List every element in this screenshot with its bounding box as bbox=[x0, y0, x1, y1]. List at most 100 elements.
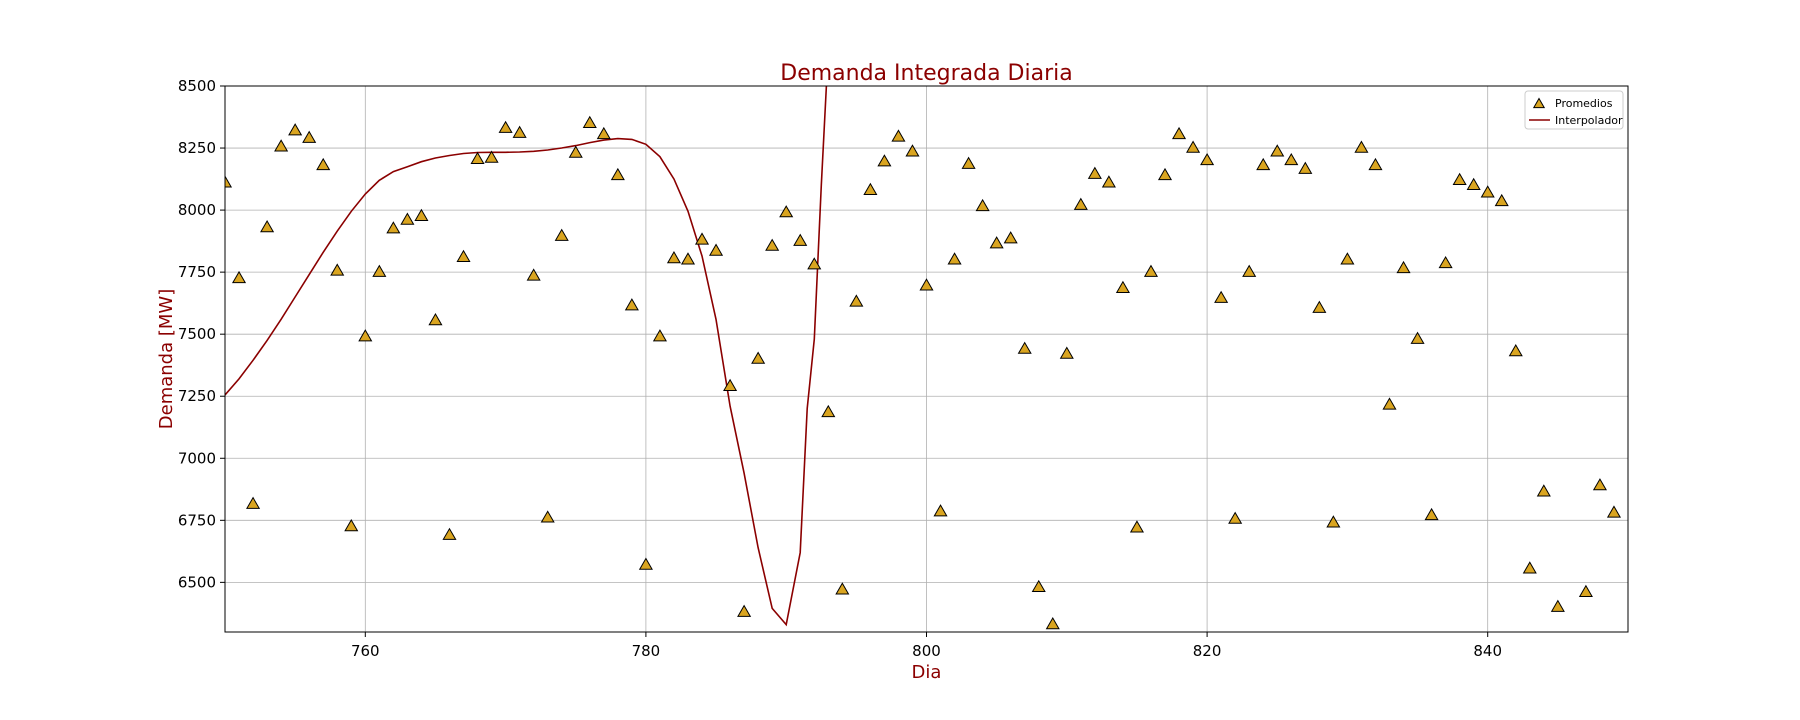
promedios-point bbox=[316, 157, 331, 171]
promedios-point bbox=[330, 263, 345, 276]
promedios-point bbox=[231, 270, 247, 284]
promedios-point bbox=[989, 236, 1004, 249]
promedios-point bbox=[400, 212, 415, 225]
promedios-point bbox=[1522, 561, 1537, 574]
promedios-point bbox=[933, 504, 948, 517]
promedios-point bbox=[1298, 161, 1313, 174]
promedios-point bbox=[1452, 172, 1467, 186]
promedios-point bbox=[288, 123, 303, 136]
promedios-point bbox=[302, 130, 317, 143]
promedios-point bbox=[1200, 152, 1215, 166]
legend-marker-promedios bbox=[1532, 97, 1546, 109]
y-axis-label: Demanda [MW] bbox=[156, 289, 177, 429]
promedios-point bbox=[863, 182, 878, 195]
series-interpolador bbox=[225, 86, 828, 627]
promedios-point bbox=[582, 115, 597, 128]
promedios-point bbox=[877, 154, 892, 167]
promedios-point bbox=[1228, 511, 1243, 524]
promedios-point bbox=[1340, 252, 1355, 265]
promedios-point bbox=[807, 257, 822, 270]
promedios-point bbox=[835, 582, 850, 595]
promedios-point bbox=[709, 243, 724, 256]
promedios-point bbox=[428, 313, 443, 326]
promedios-point bbox=[1003, 231, 1018, 244]
promedios-point bbox=[1284, 152, 1299, 166]
legend: Promedios Interpolador bbox=[1524, 90, 1624, 130]
promedios-point bbox=[1143, 264, 1159, 277]
promedios-point bbox=[1312, 300, 1327, 313]
interpolador-line bbox=[225, 86, 828, 627]
promedios-point bbox=[1578, 584, 1593, 598]
promedios-point bbox=[1410, 331, 1425, 344]
promedios-point bbox=[666, 250, 681, 264]
series-promedios bbox=[225, 115, 1622, 630]
promedios-point bbox=[821, 404, 836, 418]
promedios-point bbox=[1186, 140, 1201, 153]
promedios-point bbox=[1466, 177, 1481, 190]
promedios-point bbox=[274, 139, 289, 152]
promedios-point bbox=[1045, 617, 1060, 630]
y-axis: 6500 6750 7000 7250 7500 7750 8000 8250 8500 bbox=[178, 77, 225, 591]
legend-label-promedios: Promedios bbox=[1555, 97, 1613, 110]
promedios-point bbox=[1270, 144, 1285, 157]
y-tick-label: 6500 bbox=[178, 573, 216, 591]
promedios-point bbox=[723, 378, 738, 392]
promedios-point bbox=[1073, 197, 1088, 210]
y-tick-label: 8000 bbox=[178, 201, 216, 219]
promedios-point bbox=[779, 205, 794, 218]
x-tick-label: 780 bbox=[632, 642, 661, 660]
y-tick-label: 7000 bbox=[178, 449, 216, 467]
promedios-point bbox=[568, 145, 583, 158]
promedios-point bbox=[1326, 515, 1341, 528]
promedios-point bbox=[1129, 520, 1144, 533]
promedios-point bbox=[694, 232, 710, 245]
y-tick-label: 7500 bbox=[178, 325, 216, 343]
promedios-point bbox=[260, 219, 275, 233]
promedios-point bbox=[680, 252, 696, 265]
promedios-point bbox=[1438, 255, 1453, 269]
promedios-point bbox=[765, 238, 780, 251]
y-tick-label: 6750 bbox=[178, 511, 216, 529]
promedios-point bbox=[1382, 397, 1397, 410]
promedios-point bbox=[386, 221, 401, 234]
promedios-point bbox=[1592, 478, 1607, 491]
y-tick-label: 8500 bbox=[178, 77, 216, 95]
promedios-point bbox=[358, 329, 373, 342]
promedios-point bbox=[1017, 341, 1032, 354]
promedios-point bbox=[638, 557, 653, 570]
promedios-point bbox=[975, 198, 990, 212]
promedios-point bbox=[1550, 599, 1565, 612]
promedios-point bbox=[540, 510, 555, 523]
promedios-point bbox=[484, 150, 499, 163]
promedios-point bbox=[1101, 175, 1116, 188]
promedios-point bbox=[225, 175, 233, 188]
promedios-point bbox=[246, 496, 261, 509]
promedios-point bbox=[442, 527, 457, 540]
promedios-point bbox=[1606, 505, 1622, 518]
promedios-point bbox=[610, 167, 625, 181]
promedios-point bbox=[737, 604, 752, 617]
promedios-point bbox=[1115, 280, 1130, 293]
legend-label-interpolador: Interpolador bbox=[1555, 114, 1623, 127]
promedios-point bbox=[498, 120, 513, 133]
promedios-point bbox=[652, 329, 667, 342]
promedios-point bbox=[624, 298, 639, 311]
promedios-point bbox=[1536, 484, 1551, 497]
promedios-point bbox=[344, 519, 359, 532]
promedios-point bbox=[1031, 579, 1046, 593]
promedios-point bbox=[1396, 260, 1411, 274]
x-tick-label: 800 bbox=[912, 642, 941, 660]
promedios-point bbox=[751, 351, 766, 364]
promedios-point bbox=[961, 156, 976, 169]
promedios-point bbox=[1480, 185, 1495, 198]
promedios-point bbox=[1368, 157, 1383, 171]
promedios-point bbox=[919, 278, 934, 291]
promedios-point bbox=[596, 126, 611, 140]
x-axis: 760 780 800 820 840 bbox=[351, 632, 1502, 660]
promedios-point bbox=[891, 129, 906, 142]
promedios-point bbox=[1424, 507, 1439, 521]
promedios-point bbox=[372, 264, 387, 277]
promedios-point bbox=[849, 294, 864, 307]
promedios-point bbox=[947, 252, 962, 265]
y-tick-label: 8250 bbox=[178, 139, 216, 157]
